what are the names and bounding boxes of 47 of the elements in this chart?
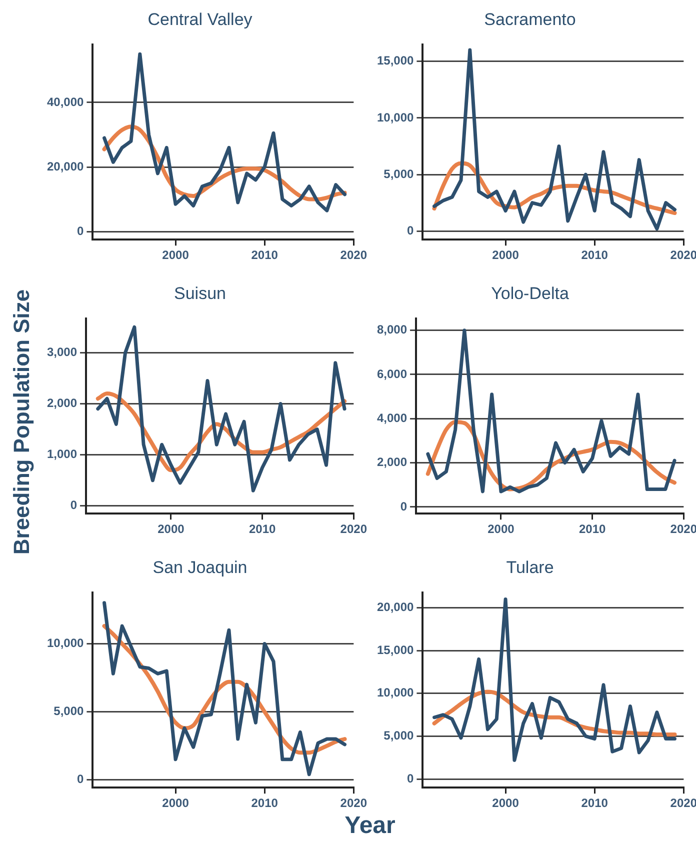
y-tick-label: 20,000: [377, 600, 414, 614]
y-tick-label: 10,000: [377, 110, 414, 124]
y-tick-label: 8,000: [377, 322, 408, 337]
chart-title: Tulare: [506, 558, 554, 577]
y-tick-label: 5,000: [384, 728, 414, 743]
y-tick-label: 15,000: [377, 642, 414, 657]
x-tick-label: 2000: [492, 248, 520, 262]
x-tick-label: 2010: [251, 248, 278, 262]
x-tick-label: 2000: [162, 248, 190, 262]
y-tick-label: 15,000: [377, 54, 414, 68]
chart-title: Sacramento: [484, 10, 576, 29]
x-tick-label: 2000: [492, 796, 520, 810]
y-tick-label: 4,000: [377, 410, 408, 425]
y-tick-label: 0: [70, 498, 78, 512]
y-tick-label: 0: [400, 499, 408, 514]
x-tick-label: 2020: [340, 796, 368, 810]
x-tick-label: 2010: [251, 796, 278, 810]
x-axis-title: Year: [344, 812, 396, 840]
y-tick-label: 10,000: [47, 636, 84, 650]
x-tick-label: 2020: [340, 522, 368, 536]
y-tick-label: 0: [407, 223, 414, 238]
y-tick-label: 5,000: [54, 704, 84, 718]
y-tick-label: 1,000: [47, 447, 78, 462]
y-tick-label: 5,000: [384, 166, 414, 181]
x-tick-label: 2000: [488, 522, 515, 536]
y-tick-label: 3,000: [47, 344, 78, 359]
y-tick-label: 20,000: [47, 159, 84, 174]
x-tick-label: 2010: [581, 796, 608, 810]
y-tick-label: 0: [407, 771, 414, 786]
x-tick-label: 2020: [340, 248, 368, 262]
y-tick-label: 40,000: [47, 94, 84, 109]
y-tick-label: 10,000: [377, 686, 414, 700]
y-tick-label: 0: [77, 224, 84, 238]
y-tick-label: 2,000: [377, 455, 408, 470]
x-tick-label: 2010: [581, 248, 608, 262]
chart-title: San Joaquin: [152, 558, 248, 577]
y-tick-label: 0: [77, 772, 84, 786]
x-tick-label: 2000: [158, 522, 185, 536]
x-tick-label: 2010: [248, 522, 276, 536]
chart-title: Suisun: [174, 284, 226, 303]
y-tick-label: 6,000: [377, 366, 408, 381]
chart-title: Yolo-Delta: [491, 284, 570, 303]
y-tick-label: 2,000: [47, 396, 78, 410]
y-axis-title: Breeding Population Size: [9, 289, 35, 555]
chart-title: Central Valley: [148, 10, 253, 29]
x-tick-label: 2000: [162, 796, 190, 810]
x-tick-label: 2010: [578, 522, 606, 536]
